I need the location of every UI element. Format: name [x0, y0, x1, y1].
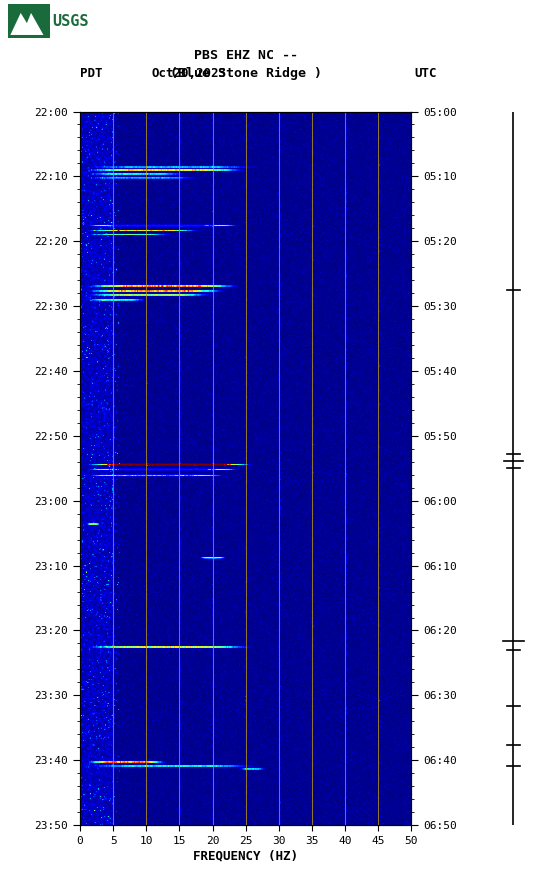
Polygon shape	[10, 12, 44, 35]
Text: PDT: PDT	[80, 67, 103, 79]
Text: USGS: USGS	[52, 14, 89, 29]
Text: (Blue Stone Ridge ): (Blue Stone Ridge )	[169, 67, 322, 79]
X-axis label: FREQUENCY (HZ): FREQUENCY (HZ)	[193, 850, 298, 863]
Text: Oct20,2023: Oct20,2023	[152, 67, 227, 79]
Text: UTC: UTC	[414, 67, 437, 79]
Text: PBS EHZ NC --: PBS EHZ NC --	[194, 49, 298, 62]
